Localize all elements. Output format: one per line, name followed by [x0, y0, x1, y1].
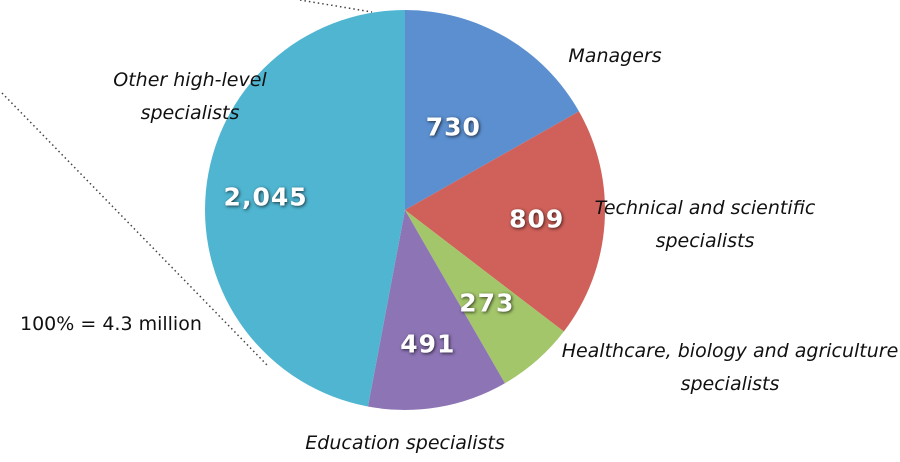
slice-label: Technical and scientific specialists [594, 197, 816, 252]
slice-label: Healthcare, biology and agriculture spec… [561, 340, 899, 395]
connector [1, 92, 269, 367]
value-label: 491 [400, 329, 456, 359]
connector [299, 0, 373, 13]
pie-slice [405, 111, 605, 332]
pie-slice [405, 10, 579, 210]
pie-slice [367, 210, 505, 410]
value-label: 273 [459, 288, 515, 318]
slice-label: Education specialists [305, 432, 505, 454]
pie-slice [405, 210, 564, 384]
annotation: 100% = 4.3 million [20, 313, 202, 335]
value-label: 2,045 [223, 182, 308, 212]
slice-label: Managers [568, 45, 662, 67]
pie-slice [204, 10, 405, 407]
slice-label: Other high-level specialists [113, 69, 267, 124]
value-label: 809 [509, 204, 565, 234]
value-label: 730 [425, 112, 481, 142]
